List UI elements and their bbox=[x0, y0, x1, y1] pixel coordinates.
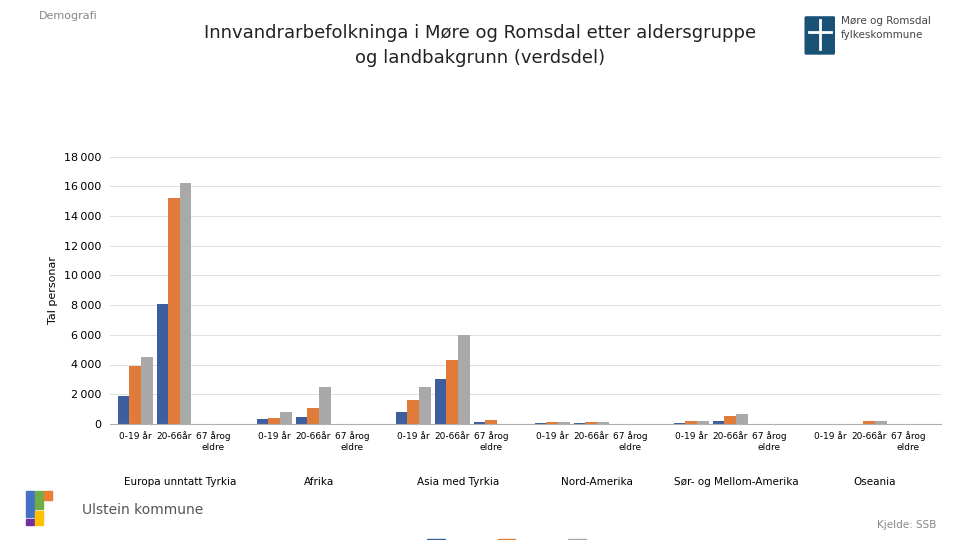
Bar bbox=[435, 379, 446, 424]
Bar bbox=[168, 198, 180, 424]
Bar bbox=[736, 414, 748, 424]
Bar bbox=[307, 408, 319, 424]
Bar bbox=[256, 418, 269, 424]
Bar bbox=[44, 490, 52, 500]
Bar bbox=[725, 416, 736, 424]
FancyBboxPatch shape bbox=[804, 16, 835, 55]
Bar bbox=[269, 418, 280, 424]
Text: Møre og Romsdal
fylkeskommune: Møre og Romsdal fylkeskommune bbox=[841, 16, 931, 40]
Bar bbox=[296, 417, 307, 424]
Bar bbox=[36, 511, 43, 525]
Bar bbox=[546, 422, 558, 424]
Bar bbox=[26, 518, 34, 525]
Bar bbox=[712, 421, 725, 424]
Bar bbox=[863, 421, 875, 424]
Bar bbox=[319, 387, 330, 424]
Text: Demografi: Demografi bbox=[38, 11, 97, 21]
Text: Nord-Amerika: Nord-Amerika bbox=[561, 477, 633, 488]
Bar bbox=[36, 490, 43, 510]
Bar bbox=[156, 303, 168, 424]
Bar bbox=[130, 366, 141, 424]
Text: Kjelde: SSB: Kjelde: SSB bbox=[876, 520, 936, 530]
Bar bbox=[597, 422, 609, 424]
Bar bbox=[419, 387, 430, 424]
Bar bbox=[685, 421, 697, 424]
Bar bbox=[558, 422, 569, 424]
Bar bbox=[458, 335, 469, 424]
Text: Asia med Tyrkia: Asia med Tyrkia bbox=[417, 477, 499, 488]
Bar bbox=[535, 423, 546, 424]
Text: Europa unntatt Tyrkia: Europa unntatt Tyrkia bbox=[124, 477, 236, 488]
Bar bbox=[396, 412, 407, 424]
Bar bbox=[875, 421, 887, 424]
Text: Ulstein kommune: Ulstein kommune bbox=[82, 503, 203, 517]
Bar bbox=[26, 490, 34, 517]
Bar bbox=[473, 422, 486, 424]
Bar bbox=[180, 184, 191, 424]
Bar bbox=[574, 423, 586, 424]
Bar bbox=[141, 357, 153, 424]
Text: Oseania: Oseania bbox=[853, 477, 897, 488]
Bar bbox=[280, 412, 292, 424]
Text: Afrika: Afrika bbox=[303, 477, 334, 488]
Bar bbox=[697, 421, 708, 424]
Text: Sør- og Mellom-Amerika: Sør- og Mellom-Amerika bbox=[674, 477, 799, 488]
Bar bbox=[446, 360, 458, 424]
Bar bbox=[407, 400, 419, 424]
Legend: 2010, 2015, 2020: 2010, 2015, 2020 bbox=[422, 534, 629, 540]
Y-axis label: Tal personar: Tal personar bbox=[48, 256, 59, 324]
Bar bbox=[486, 420, 497, 424]
Bar bbox=[586, 422, 597, 424]
Bar bbox=[118, 396, 130, 424]
Text: Innvandrarbefolkninga i Møre og Romsdal etter aldersgruppe: Innvandrarbefolkninga i Møre og Romsdal … bbox=[204, 24, 756, 42]
Text: og landbakgrunn (verdsdel): og landbakgrunn (verdsdel) bbox=[355, 49, 605, 66]
Bar bbox=[674, 423, 685, 424]
